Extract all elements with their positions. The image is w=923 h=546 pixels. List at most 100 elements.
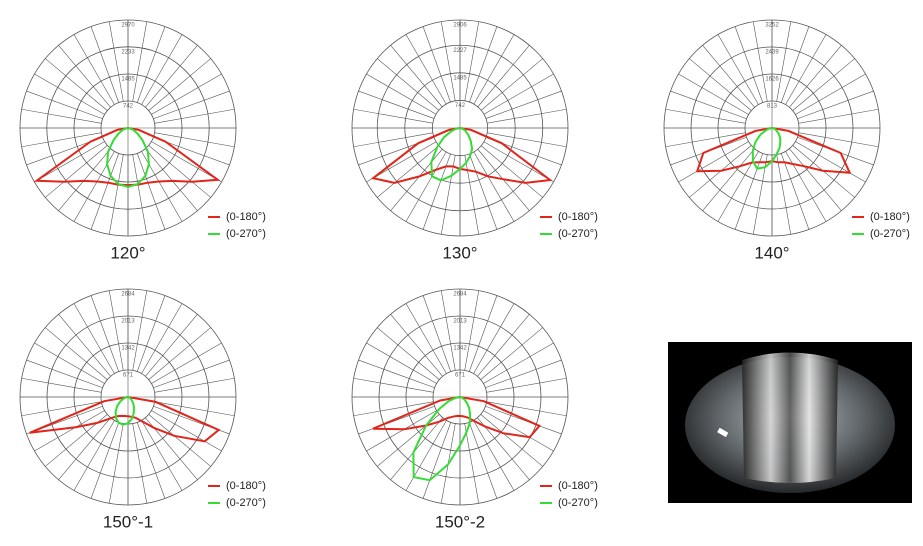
polar-chart: 813 1626 2439 3252 (0-180°) (0-270°) 140° (663, 19, 910, 262)
spoke (358, 90, 435, 119)
series-line (430, 127, 474, 182)
spoke (734, 153, 764, 230)
spoke (90, 153, 120, 230)
grid-ring (46, 315, 210, 479)
spoke (665, 108, 746, 124)
polar-chart: 742 1485 2233 2970 (0-180°) (0-270°) 120° (19, 19, 266, 262)
spoke (405, 151, 447, 222)
spoke (148, 145, 211, 198)
spoke (366, 342, 437, 384)
spoke (483, 410, 554, 452)
spoke (377, 145, 440, 198)
spoke (440, 155, 456, 235)
series-line (29, 396, 221, 443)
legend-label: (0-270°) (558, 228, 598, 240)
spoke (422, 153, 451, 230)
spoke (485, 405, 562, 435)
spoke (58, 45, 111, 108)
series-line (106, 127, 150, 188)
spoke (785, 151, 827, 222)
spoke (480, 414, 543, 467)
spoke (45, 58, 108, 111)
spoke (353, 108, 433, 124)
legend-label: (0-180°) (558, 211, 598, 223)
spoke (145, 314, 198, 377)
spoke (464, 423, 480, 504)
r-tick-label: 1342 (121, 346, 135, 352)
spoke (136, 295, 166, 372)
spoke (154, 401, 235, 417)
spoke (21, 132, 102, 148)
series-line (114, 396, 136, 426)
grid-ring (663, 19, 881, 237)
legend-label: (0-180°) (870, 211, 910, 223)
r-tick-label: 2233 (121, 49, 135, 55)
spoke (45, 327, 108, 380)
spoke (108, 290, 124, 371)
spoke (151, 73, 222, 115)
spoke (132, 290, 148, 371)
r-tick-label: 1485 (121, 77, 135, 83)
spoke (390, 148, 443, 211)
spoke (464, 21, 480, 101)
grid-ring (744, 100, 800, 156)
spoke (153, 359, 230, 389)
spoke (353, 401, 434, 417)
spoke (480, 145, 543, 198)
spoke (90, 295, 120, 372)
spoke (148, 414, 211, 467)
r-tick-label: 742 (455, 103, 466, 109)
spoke (151, 141, 222, 183)
spoke (21, 377, 102, 393)
spoke (477, 45, 530, 108)
spoke (483, 342, 554, 384)
spoke (789, 45, 842, 108)
spoke (440, 21, 456, 101)
chart-title: 150°-1 (103, 512, 153, 531)
spoke (670, 90, 747, 120)
r-tick-label: 2684 (453, 292, 467, 298)
spoke (90, 422, 120, 499)
spoke (483, 141, 554, 183)
spoke (405, 420, 447, 491)
spoke (141, 151, 183, 222)
spoke (153, 90, 230, 120)
spoke (145, 45, 198, 108)
spoke (132, 21, 148, 102)
spoke (34, 141, 105, 183)
spoke (798, 108, 879, 124)
lens-photo (668, 342, 912, 503)
r-tick-label: 742 (123, 104, 134, 110)
spoke (132, 423, 148, 504)
chart-title: 150°-2 (435, 512, 485, 531)
series-line (412, 396, 472, 482)
spoke (776, 154, 792, 235)
spoke (678, 73, 749, 115)
spoke (141, 420, 183, 491)
chart-title: 130° (442, 243, 477, 262)
spoke (151, 410, 222, 452)
grid-ring (432, 369, 488, 425)
spoke (136, 422, 166, 499)
spoke (73, 34, 115, 105)
spoke (148, 327, 211, 380)
spoke (780, 153, 810, 230)
r-tick-label: 1342 (453, 346, 467, 352)
spoke (353, 132, 433, 148)
spoke (141, 34, 183, 105)
grid-ring (19, 288, 237, 506)
spoke (390, 417, 443, 480)
spoke (795, 141, 866, 183)
series-line (695, 127, 852, 174)
polar-chart: 742 1485 2227 2906 (0-180°) (0-270°) 130° (351, 19, 598, 262)
spoke (58, 417, 111, 480)
spoke (422, 295, 452, 372)
spoke (702, 148, 755, 211)
spoke (780, 26, 810, 103)
spoke (689, 58, 752, 111)
r-tick-label: 671 (123, 373, 134, 379)
spoke (34, 73, 105, 115)
r-tick-label: 2227 (453, 48, 467, 54)
spoke (422, 26, 451, 103)
spoke (473, 420, 515, 491)
